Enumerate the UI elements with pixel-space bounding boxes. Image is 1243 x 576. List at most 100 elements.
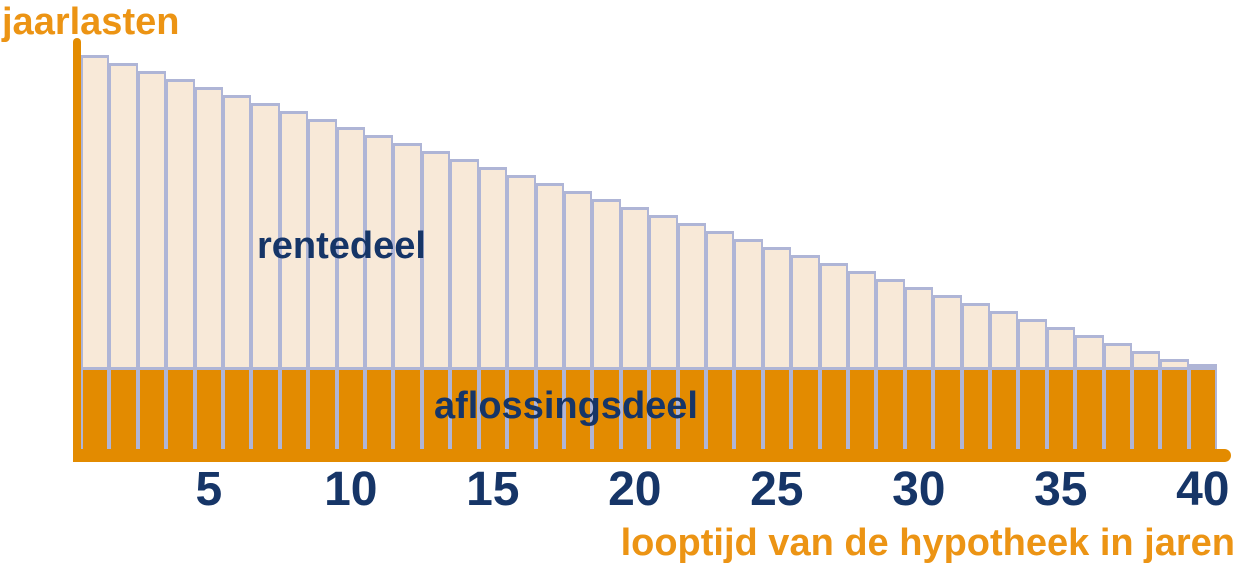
repayment-segment xyxy=(279,367,309,460)
bar-year-39 xyxy=(1160,55,1189,460)
bar-year-9 xyxy=(308,55,337,460)
bar-year-3 xyxy=(137,55,167,460)
repayment-segment xyxy=(819,367,848,460)
interest-segment xyxy=(166,79,195,367)
repayment-segment xyxy=(734,367,763,460)
interest-segment xyxy=(677,223,706,367)
interest-segment xyxy=(1075,335,1104,367)
x-tick-5: 5 xyxy=(195,463,223,516)
x-tick-25: 25 xyxy=(750,463,804,516)
repayment-segment xyxy=(535,367,564,460)
bar-year-8 xyxy=(279,55,309,460)
repayment-segment xyxy=(393,367,422,460)
bar-year-7 xyxy=(251,55,280,460)
repayment-segment xyxy=(649,367,678,460)
repayment-segment xyxy=(137,367,167,460)
bar-year-33 xyxy=(990,55,1019,460)
bar-year-30 xyxy=(904,55,934,460)
interest-series-label: rentedeel xyxy=(257,225,426,267)
bar-year-15 xyxy=(478,55,508,460)
x-tick-35: 35 xyxy=(1034,463,1088,516)
bar-year-1 xyxy=(81,55,110,460)
repayment-segment xyxy=(336,367,366,460)
interest-segment xyxy=(450,159,479,367)
interest-segment xyxy=(762,247,792,367)
repayment-segment xyxy=(620,367,650,460)
repayment-segment xyxy=(705,367,735,460)
repayment-segment xyxy=(365,367,394,460)
bar-year-24 xyxy=(734,55,763,460)
interest-segment xyxy=(819,263,848,367)
repayment-segment xyxy=(194,367,224,460)
interest-segment xyxy=(109,63,138,367)
interest-segment xyxy=(308,119,337,367)
x-tick-40: 40 xyxy=(1176,463,1230,516)
x-tick-15: 15 xyxy=(466,463,520,516)
bar-year-32 xyxy=(961,55,990,460)
bar-year-29 xyxy=(876,55,905,460)
bar-year-28 xyxy=(847,55,877,460)
repayment-segment xyxy=(904,367,934,460)
repayment-segment xyxy=(308,367,337,460)
interest-segment xyxy=(251,103,280,367)
interest-segment xyxy=(1018,319,1047,367)
bar-year-13 xyxy=(421,55,451,460)
bar-year-20 xyxy=(620,55,650,460)
bar-year-4 xyxy=(166,55,195,460)
repayment-segment xyxy=(507,367,536,460)
x-axis-line xyxy=(73,449,1231,462)
bar-year-21 xyxy=(649,55,678,460)
repayment-segment xyxy=(223,367,252,460)
bar-year-36 xyxy=(1075,55,1104,460)
interest-segment xyxy=(1132,351,1161,367)
interest-segment xyxy=(990,311,1019,367)
bar-year-22 xyxy=(677,55,706,460)
repayment-segment xyxy=(478,367,508,460)
interest-segment xyxy=(1160,359,1189,367)
interest-segment xyxy=(1046,327,1076,367)
bar-year-6 xyxy=(223,55,252,460)
interest-segment xyxy=(421,151,451,367)
interest-segment xyxy=(137,71,167,367)
bar-year-38 xyxy=(1132,55,1161,460)
interest-segment xyxy=(904,287,934,367)
y-axis-line xyxy=(73,38,81,462)
repayment-segment xyxy=(1018,367,1047,460)
repayment-segment xyxy=(421,367,451,460)
repayment-segment xyxy=(1160,367,1189,460)
bars xyxy=(81,55,1218,460)
bar-year-34 xyxy=(1018,55,1047,460)
repayment-segment xyxy=(961,367,990,460)
bar-year-2 xyxy=(109,55,138,460)
interest-segment xyxy=(1188,364,1218,367)
interest-segment xyxy=(81,55,110,367)
bar-year-25 xyxy=(762,55,792,460)
interest-segment xyxy=(535,183,564,367)
repayment-segment xyxy=(791,367,820,460)
interest-segment xyxy=(791,255,820,367)
interest-segment xyxy=(393,143,422,367)
x-tick-30: 30 xyxy=(892,463,946,516)
bar-year-27 xyxy=(819,55,848,460)
interest-segment xyxy=(592,199,621,367)
repayment-segment xyxy=(592,367,621,460)
interest-segment xyxy=(620,207,650,367)
interest-segment xyxy=(279,111,309,367)
interest-segment xyxy=(847,271,877,367)
repayment-segment xyxy=(81,367,110,460)
bar-year-35 xyxy=(1046,55,1076,460)
bar-year-26 xyxy=(791,55,820,460)
interest-segment xyxy=(194,87,224,367)
repayment-series-label: aflossingsdeel xyxy=(434,385,698,427)
x-tick-20: 20 xyxy=(608,463,662,516)
repayment-segment xyxy=(1188,367,1218,460)
bar-year-12 xyxy=(393,55,422,460)
repayment-segment xyxy=(166,367,195,460)
bar-year-10 xyxy=(336,55,366,460)
repayment-segment xyxy=(1046,367,1076,460)
interest-segment xyxy=(876,279,905,367)
bar-year-23 xyxy=(705,55,735,460)
repayment-segment xyxy=(251,367,280,460)
repayment-segment xyxy=(109,367,138,460)
repayment-segment xyxy=(990,367,1019,460)
